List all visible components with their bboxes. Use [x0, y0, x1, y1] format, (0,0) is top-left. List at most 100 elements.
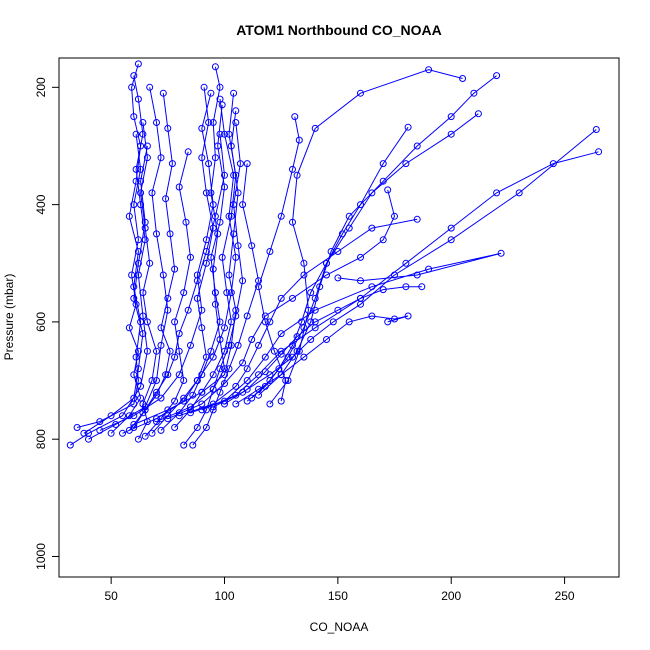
data-point: [316, 283, 324, 291]
data-point: [497, 249, 505, 257]
data-point: [293, 347, 301, 355]
data-point: [202, 424, 210, 431]
data-point: [146, 259, 154, 267]
data-point: [148, 189, 156, 197]
x-tick-label: 100: [214, 589, 234, 603]
data-point: [270, 347, 278, 355]
series-line: [269, 69, 463, 405]
data-point: [234, 341, 242, 349]
data-point: [80, 429, 88, 437]
series-line: [76, 63, 142, 428]
chart-title: ATOM1 Northbound CO_NOAA: [236, 22, 442, 38]
data-point: [216, 336, 224, 343]
data-point: [137, 165, 145, 173]
data-point: [198, 406, 206, 414]
series-17: [248, 110, 482, 402]
data-point: [143, 418, 151, 426]
data-point: [130, 294, 138, 302]
data-point: [295, 347, 303, 355]
data-point: [221, 347, 228, 355]
data-point: [368, 224, 376, 232]
data-point: [515, 189, 523, 197]
data-point: [216, 365, 224, 373]
data-point: [184, 148, 192, 156]
data-point: [130, 412, 138, 420]
data-point: [248, 394, 256, 402]
data-point: [221, 171, 228, 179]
series-16: [243, 123, 412, 405]
data-point: [107, 412, 115, 420]
y-tick-label: 400: [34, 194, 48, 214]
data-point: [232, 400, 240, 408]
data-point: [166, 230, 174, 238]
x-tick-label: 200: [441, 589, 461, 603]
data-point: [85, 435, 92, 443]
data-point: [379, 286, 387, 294]
y-axis: 200 400 600 800 1000: [34, 77, 60, 570]
data-point: [209, 119, 217, 126]
data-point: [243, 377, 251, 384]
data-point: [595, 148, 603, 156]
data-point: [413, 271, 421, 279]
data-point: [96, 426, 104, 434]
series-19: [266, 66, 467, 408]
data-point: [277, 212, 285, 220]
data-point: [277, 294, 285, 302]
data-point: [243, 365, 251, 373]
data-point: [153, 230, 160, 238]
data-point: [307, 318, 315, 326]
series-13: [209, 126, 600, 411]
data-point: [223, 289, 231, 297]
data-point: [164, 412, 172, 420]
data-point: [171, 353, 179, 361]
data-point: [345, 318, 353, 326]
data-point: [230, 201, 238, 209]
y-tick-label: 600: [34, 312, 48, 332]
series-line: [70, 75, 148, 446]
series-20: [255, 113, 303, 405]
data-point: [139, 130, 147, 138]
series-line: [144, 151, 192, 437]
data-point: [402, 283, 410, 291]
data-point: [225, 212, 233, 220]
data-point: [304, 306, 312, 314]
data-point: [130, 72, 138, 80]
data-point: [207, 89, 215, 97]
data-point: [216, 83, 224, 91]
data-point: [134, 95, 142, 103]
series-line: [167, 189, 396, 420]
data-point: [202, 353, 210, 361]
data-point: [171, 318, 179, 326]
data-point: [202, 189, 210, 197]
data-point: [470, 89, 478, 97]
data-point: [261, 353, 269, 361]
data-point: [311, 318, 319, 326]
data-point: [139, 119, 147, 126]
data-point: [261, 318, 269, 326]
data-point: [307, 336, 315, 343]
data-point: [384, 318, 392, 326]
data-point: [327, 248, 335, 255]
series-line: [83, 145, 148, 434]
data-point: [137, 189, 145, 197]
data-point: [404, 312, 412, 320]
data-point: [175, 371, 183, 379]
series-line: [99, 93, 214, 431]
series-line: [224, 286, 422, 405]
data-point: [171, 424, 179, 431]
x-axis: 50 100 150 200 250: [104, 576, 575, 603]
data-point: [180, 394, 188, 402]
data-point: [384, 186, 392, 194]
data-point: [255, 341, 262, 349]
data-point: [239, 201, 247, 209]
data-point: [211, 300, 219, 308]
data-point: [130, 394, 138, 402]
data-point: [130, 113, 138, 121]
series-line: [258, 75, 497, 396]
data-point: [157, 341, 165, 349]
data-point: [134, 271, 142, 279]
data-point: [225, 271, 233, 279]
data-point: [230, 89, 238, 97]
data-point: [132, 130, 140, 138]
